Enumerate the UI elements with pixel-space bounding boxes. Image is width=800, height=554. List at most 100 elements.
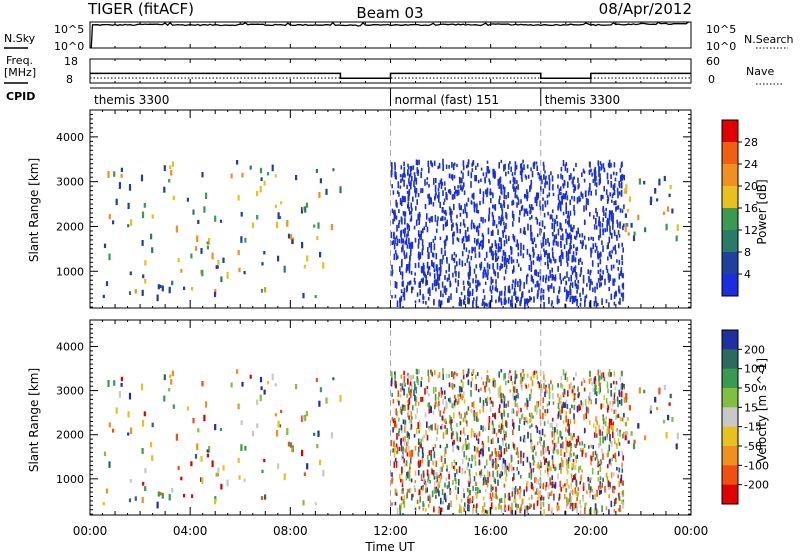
velocity-cell [626, 417, 629, 421]
velocity-cell [396, 451, 398, 455]
velocity-cell [511, 419, 514, 424]
velocity-cell [443, 419, 446, 423]
power-cell [443, 198, 446, 202]
power-cell [525, 279, 528, 285]
power-cell [612, 216, 614, 224]
power-cell [206, 241, 209, 245]
velocity-cell [474, 384, 476, 391]
power-cell [535, 192, 538, 200]
velocity-cell [667, 414, 670, 421]
power-cell [526, 248, 529, 255]
velocity-cell [415, 386, 418, 394]
velocity-cell [569, 408, 571, 414]
power-cell [574, 269, 576, 273]
velocity-cell [542, 448, 545, 455]
velocity-cell [608, 422, 611, 429]
power-cell [504, 285, 506, 291]
velocity-data [102, 367, 679, 517]
power-cell [314, 295, 317, 299]
power-cell [463, 285, 465, 291]
velocity-cell [452, 441, 454, 446]
power-cell [550, 285, 553, 289]
velocity-cell [608, 509, 610, 515]
velocity-cell [177, 465, 180, 471]
velocity-cell [512, 477, 514, 482]
velocity-cell [650, 405, 653, 411]
velocity-cell [453, 371, 456, 375]
power-cell [539, 200, 541, 208]
power-cell [475, 207, 478, 214]
velocity-cell [392, 427, 394, 433]
velocity-cell [445, 495, 448, 499]
velocity-cell [217, 467, 220, 473]
power-cell [478, 242, 481, 250]
power-cell [554, 274, 557, 281]
power-cell [490, 198, 492, 204]
power-cell [408, 178, 410, 184]
power-cell [557, 174, 559, 179]
power-cell [547, 253, 550, 259]
velocity-cell [543, 508, 545, 516]
velocity-cell [421, 396, 424, 402]
velocity-cell [444, 447, 447, 454]
velocity-cell [533, 503, 535, 510]
power-cell [159, 284, 162, 289]
power-cell [612, 213, 614, 218]
velocity-cell [599, 436, 601, 443]
velocity-cell [530, 473, 533, 480]
velocity-cell [478, 450, 481, 458]
velocity-cell [530, 415, 532, 422]
power-cell [482, 269, 485, 273]
velocity-cell [417, 422, 419, 429]
power-cell [480, 178, 482, 182]
velocity-cell [249, 374, 252, 379]
velocity-cell [557, 383, 559, 388]
velocity-cell [559, 480, 561, 488]
power-cell [504, 163, 506, 170]
power-cell [422, 279, 424, 284]
power-cell [495, 279, 497, 285]
power-cell [643, 180, 646, 185]
power-cell [546, 181, 548, 185]
power-cell [508, 255, 511, 260]
power-cell [417, 230, 420, 237]
velocity-cell [542, 406, 544, 410]
power-cell [555, 234, 557, 240]
velocity-cell [541, 450, 543, 457]
power-cell [595, 225, 598, 230]
velocity-cell [409, 487, 412, 492]
power-cell [456, 237, 459, 241]
velocity-cell [569, 496, 572, 503]
power-cell [613, 301, 616, 306]
velocity-cell [420, 376, 423, 381]
velocity-cell [479, 489, 481, 493]
power-cell [637, 214, 640, 221]
power-cell [497, 243, 500, 249]
velocity-cell [302, 500, 305, 506]
power-cell [458, 206, 461, 211]
power-cell [604, 228, 606, 233]
power-cell [500, 290, 503, 296]
velocity-cell [546, 403, 549, 407]
velocity-cell [473, 445, 476, 452]
power-cell [415, 177, 418, 185]
velocity-cell [573, 404, 576, 411]
velocity-cell [494, 412, 497, 420]
velocity-cell [571, 435, 574, 441]
power-cell [521, 205, 524, 210]
velocity-cell [580, 474, 583, 480]
power-cell [620, 292, 623, 297]
power-cell [405, 238, 408, 245]
colorbar-segment [722, 252, 738, 275]
power-cell [510, 246, 512, 250]
power-cell [548, 242, 550, 247]
velocity-cell [617, 474, 619, 479]
power-cell [427, 247, 429, 253]
velocity-cell [407, 375, 410, 379]
velocity-cell [468, 476, 471, 482]
power-cell [610, 174, 612, 179]
velocity-cell [441, 466, 443, 473]
velocity-cell [424, 412, 427, 418]
velocity-cell [668, 402, 671, 406]
velocity-cell [587, 476, 589, 482]
